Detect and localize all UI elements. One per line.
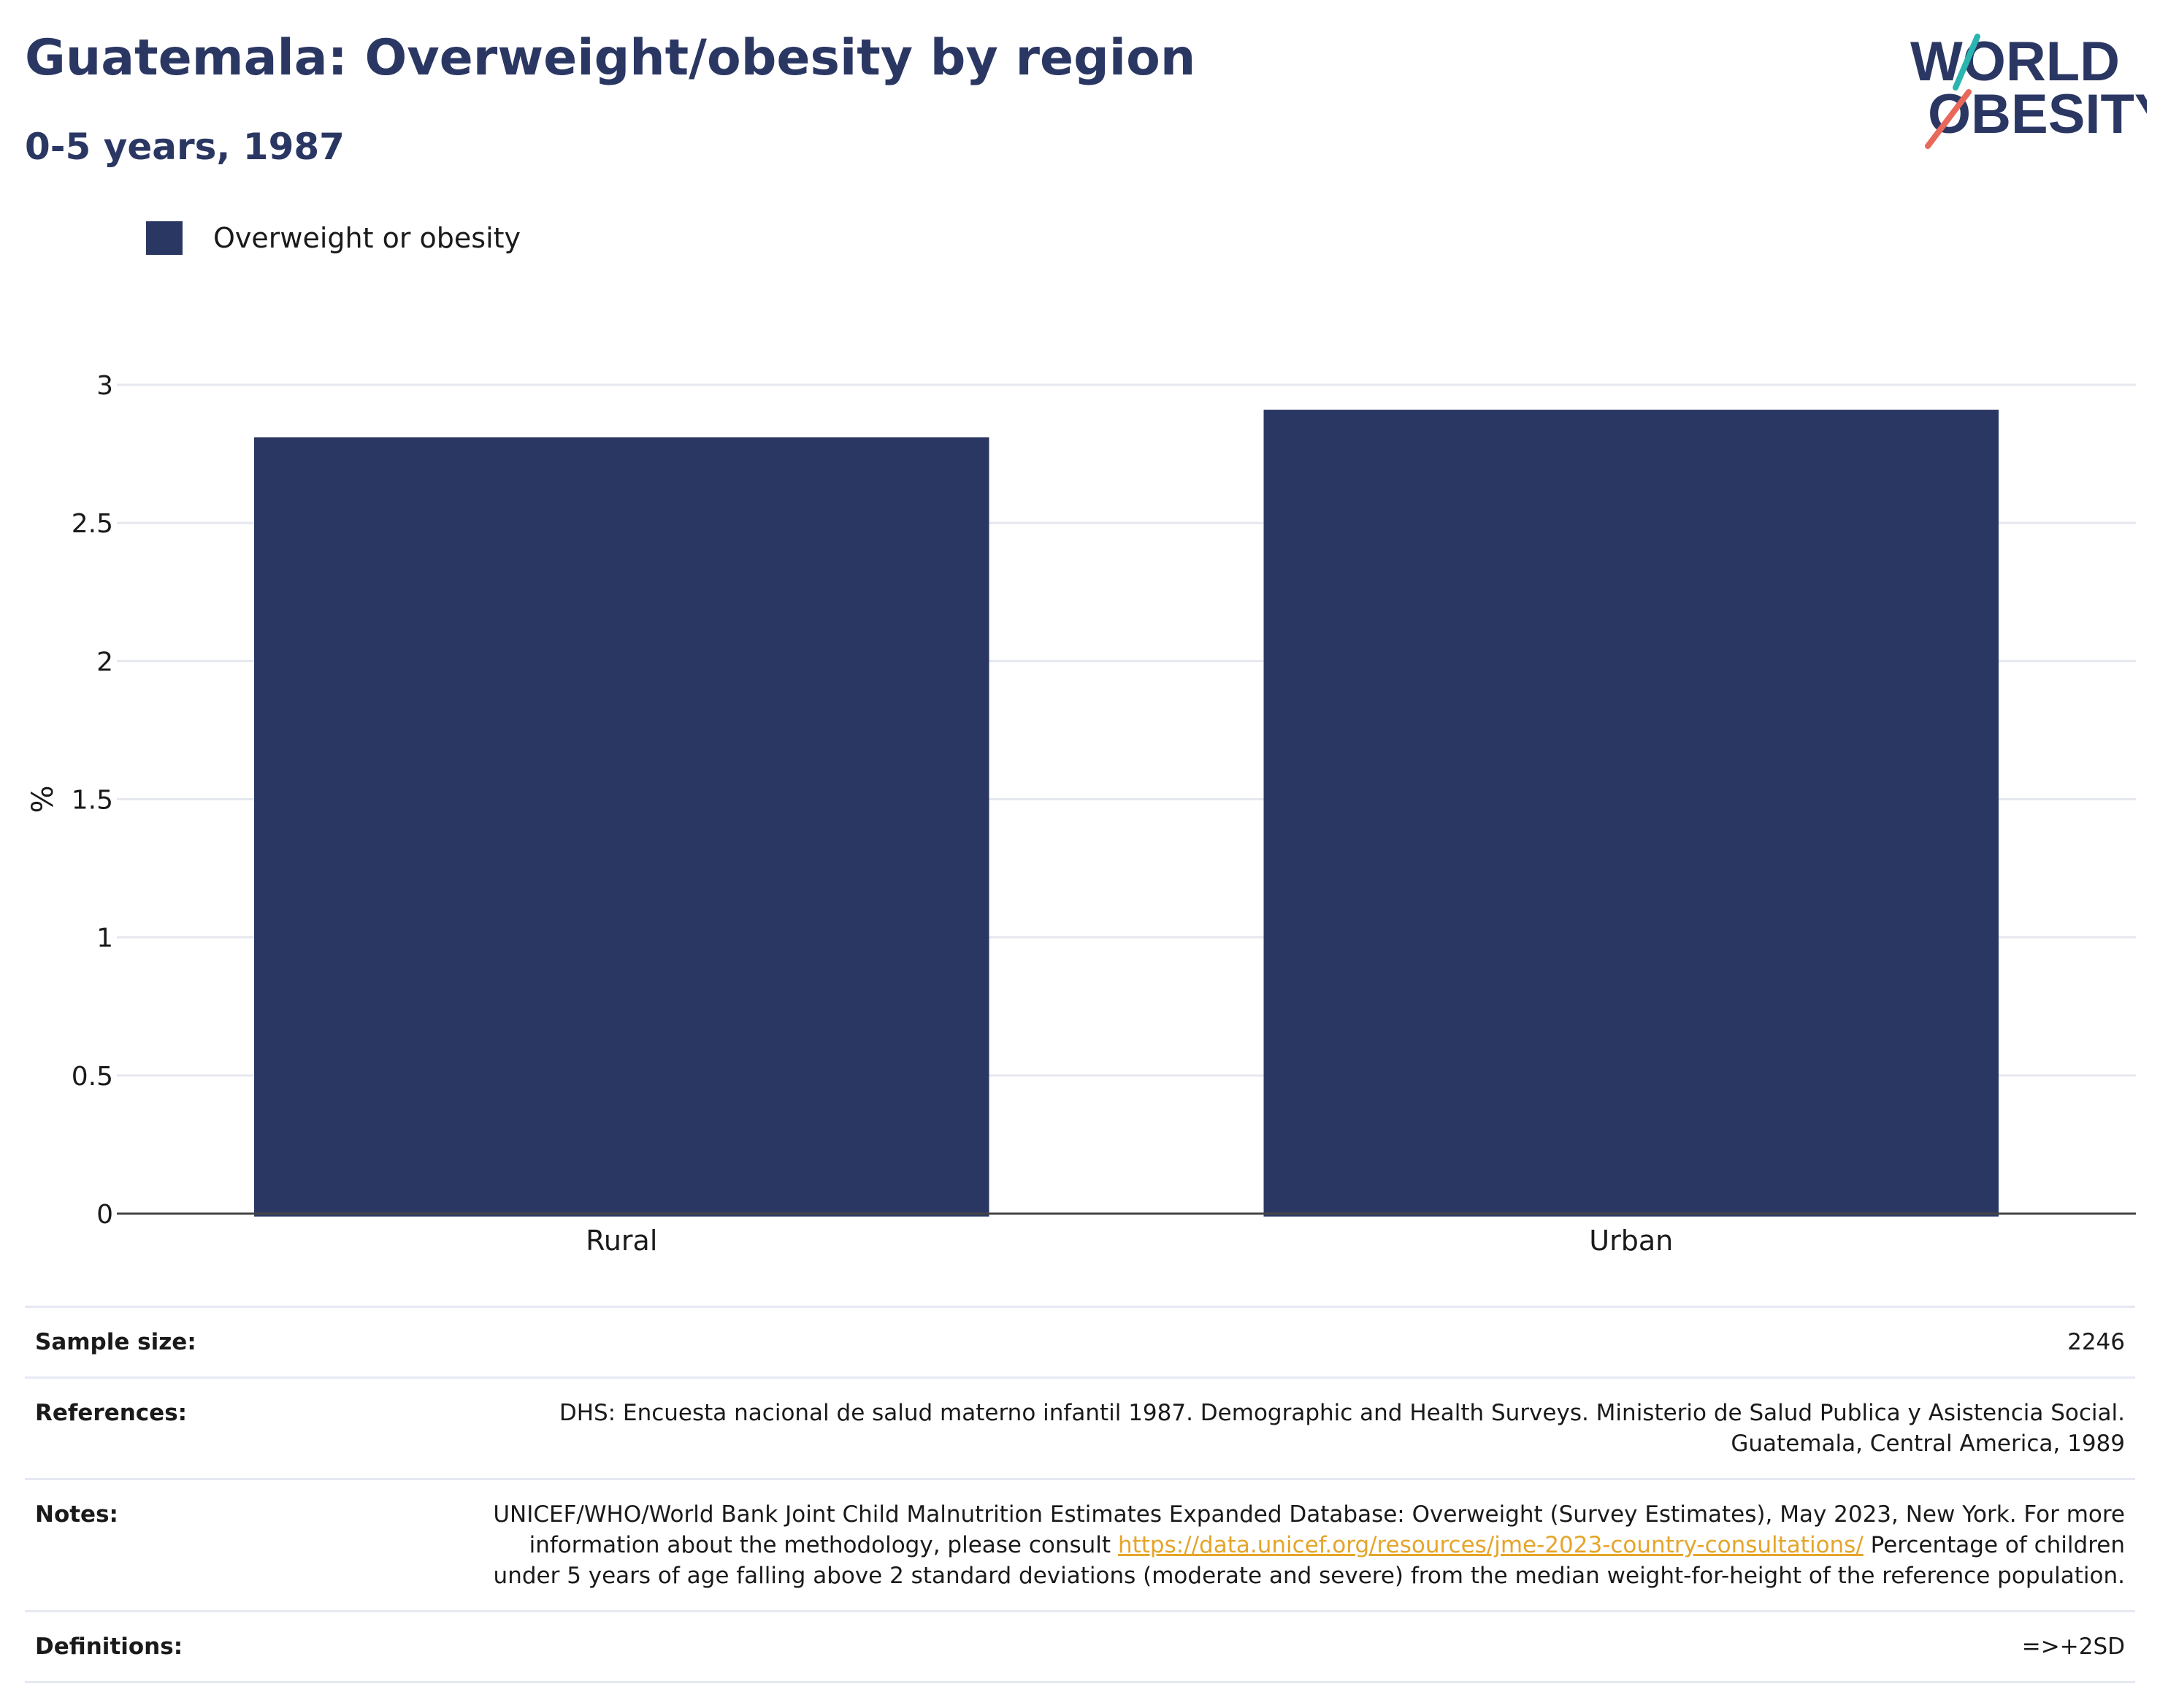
y-tick-label: 2 — [96, 647, 113, 677]
page-title: Guatemala: Overweight/obesity by region — [25, 29, 1196, 87]
y-tick-label: 0.5 — [72, 1062, 113, 1092]
sample-size-value: 2246 — [2067, 1329, 2125, 1355]
logo-text-world: WORLD — [1910, 31, 2120, 93]
info-table: Sample size: 2246 References: DHS: Encue… — [25, 1306, 2135, 1683]
references-label: References: — [35, 1400, 188, 1426]
page-subtitle: 0-5 years, 1987 — [25, 126, 345, 168]
y-tick-label: 0 — [96, 1200, 113, 1230]
definitions-value: =>+2SD — [2021, 1634, 2125, 1660]
legend-label: Overweight or obesity — [213, 222, 521, 254]
notes-label: Notes: — [35, 1501, 118, 1528]
y-tick-label: 1.5 — [72, 786, 113, 816]
sample-size-row: Sample size: 2246 — [25, 1306, 2135, 1376]
notes-value: UNICEF/WHO/World Bank Joint Child Malnut… — [489, 1499, 2125, 1591]
y-axis-label: % — [26, 785, 60, 813]
logo-text-obesity: OBESITY — [1928, 83, 2147, 145]
x-tick-label: Rural — [586, 1225, 657, 1257]
notes-text-after: Percentage of children under 5 years of … — [493, 1532, 2125, 1589]
world-obesity-logo: WORLD OBESITY — [1910, 31, 2147, 149]
notes-text-before: UNICEF/WHO/World Bank Joint Child Malnut… — [493, 1501, 2125, 1558]
bar-chart: 0 0.5 1 1.5 2 2.5 3 Rural Urban% — [26, 371, 2136, 1257]
sample-size-label: Sample size: — [35, 1329, 196, 1355]
x-tick-label: Urban — [1589, 1225, 1673, 1257]
y-tick-label: 3 — [96, 371, 113, 401]
references-row: References: DHS: Encuesta nacional de sa… — [25, 1376, 2135, 1478]
bar-rural — [254, 437, 989, 1217]
references-value: DHS: Encuesta nacional de salud materno … — [559, 1400, 2125, 1457]
notes-row: Notes: UNICEF/WHO/World Bank Joint Child… — [25, 1478, 2135, 1610]
y-tick-label: 2.5 — [72, 509, 113, 539]
notes-link[interactable]: https://data.unicef.org/resources/jme-20… — [1117, 1532, 1864, 1558]
bar-urban — [1263, 410, 1999, 1217]
definitions-row: Definitions: =>+2SD — [25, 1610, 2135, 1683]
definitions-label: Definitions: — [35, 1634, 183, 1660]
y-tick-label: 1 — [96, 924, 113, 954]
chart-legend[interactable]: Overweight or obesity — [146, 216, 521, 260]
legend-swatch — [146, 221, 183, 255]
